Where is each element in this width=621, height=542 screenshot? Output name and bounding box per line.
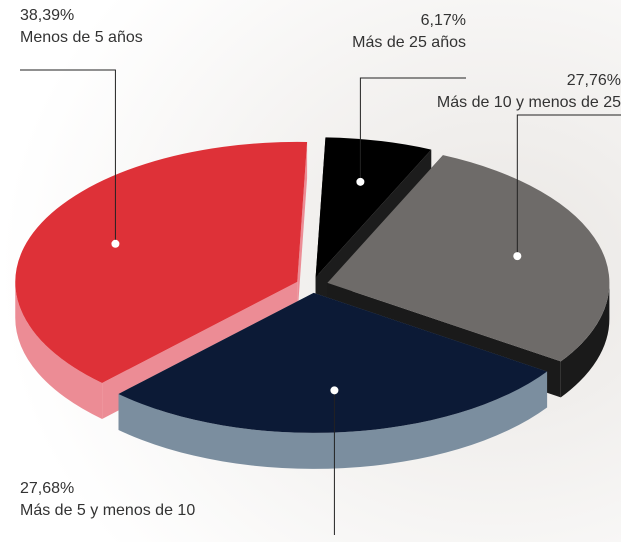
slice — [315, 137, 432, 278]
value-label: 27,76% — [567, 72, 621, 89]
slice-side — [118, 371, 548, 469]
slice-wall — [297, 141, 308, 318]
leader-line — [516, 114, 621, 257]
leader-dot — [330, 386, 339, 395]
slice — [327, 155, 610, 362]
category-label: Más de 25 años — [352, 34, 466, 51]
value-label: 27,68% — [20, 480, 74, 497]
category-label: Menos de 5 años — [20, 29, 143, 46]
slice — [15, 141, 308, 383]
leader-dot — [111, 239, 120, 248]
category-label: Más de 5 y menos de 10 — [20, 502, 195, 519]
value-label: 6,17% — [421, 12, 466, 29]
leader-line — [359, 77, 466, 182]
slice-side — [560, 282, 610, 398]
leader-dot — [513, 252, 522, 261]
slice — [118, 292, 548, 433]
leader-dot — [356, 177, 365, 186]
category-label: Más de 10 y menos de 25 — [437, 94, 621, 111]
value-label: 38,39% — [20, 7, 74, 24]
slice-side — [15, 281, 103, 419]
leader-line — [20, 69, 116, 244]
